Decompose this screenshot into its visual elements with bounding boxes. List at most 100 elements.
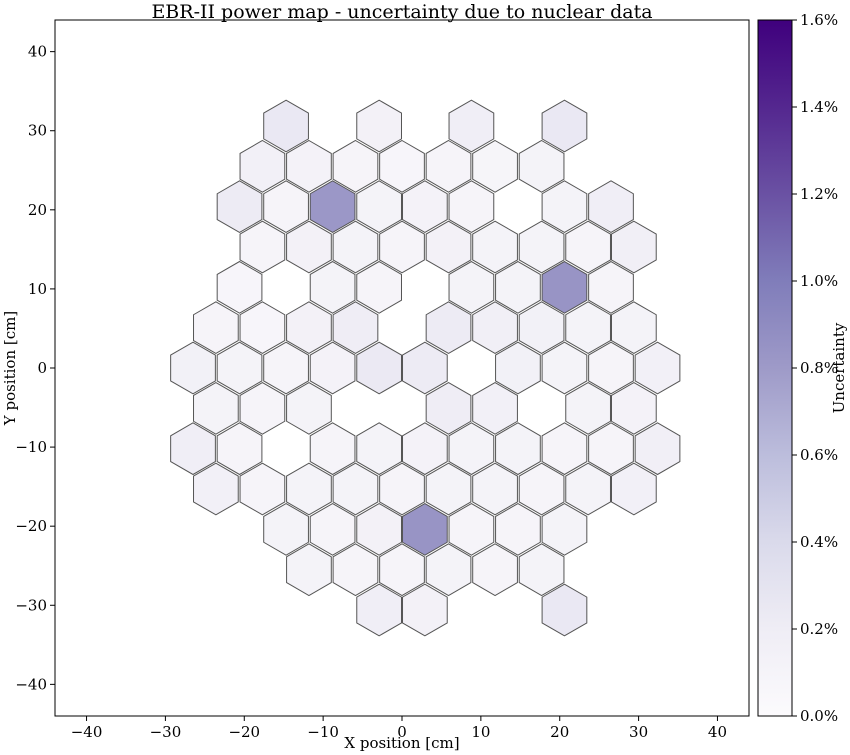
hex-cell xyxy=(565,220,611,274)
y-axis-label: Y position [cm] xyxy=(1,311,19,426)
hex-cell xyxy=(588,260,634,314)
hex-cell xyxy=(495,260,541,314)
hex-cell xyxy=(518,139,565,193)
hex-cell xyxy=(356,260,402,314)
hex-cell xyxy=(495,422,541,476)
hex-cell xyxy=(309,260,356,314)
colorbar-tick-label: 1.4% xyxy=(800,98,838,116)
x-tick-label: 10 xyxy=(471,723,490,741)
hex-cell xyxy=(448,180,495,234)
x-axis: −40 −30 −20 −10 0 10 20 30 40 xyxy=(71,716,727,741)
y-tick-label: 20 xyxy=(28,201,47,219)
x-tick-label: 0 xyxy=(397,723,407,741)
hex-cell xyxy=(472,220,518,274)
colorbar-tick-label: 0.4% xyxy=(800,533,838,551)
hex-cell xyxy=(588,180,634,234)
hex-cell xyxy=(309,422,356,476)
colorbar-tick-label: 1.2% xyxy=(800,185,838,203)
y-tick-label: −40 xyxy=(15,675,47,693)
x-tick-label: 20 xyxy=(550,723,569,741)
hex-cell xyxy=(472,543,518,597)
hex-cell xyxy=(448,99,495,153)
hex-cell xyxy=(286,301,332,355)
hex-cell xyxy=(286,381,332,435)
hex-cell xyxy=(239,220,286,274)
x-tick-label: −20 xyxy=(228,723,260,741)
hex-cell xyxy=(332,462,379,516)
hex-cell xyxy=(193,301,239,355)
hex-cell xyxy=(425,220,472,274)
hex-cell xyxy=(448,502,495,556)
hex-cell xyxy=(286,462,332,516)
hex-cell xyxy=(611,220,657,274)
hex-cell xyxy=(495,341,541,395)
hex-cell xyxy=(332,301,379,355)
hex-cell xyxy=(356,341,402,395)
hex-cell xyxy=(472,139,518,193)
hex-cell xyxy=(402,341,448,395)
hex-cell xyxy=(239,301,286,355)
hex-cell xyxy=(541,260,588,314)
colorbar-tick-label: 0.0% xyxy=(800,707,838,725)
hex-cell xyxy=(472,462,518,516)
hex-cell xyxy=(216,180,263,234)
hex-cell xyxy=(448,422,495,476)
hex-cell xyxy=(263,180,309,234)
hex-cell xyxy=(309,341,356,395)
hex-cell xyxy=(541,180,588,234)
hex-cell xyxy=(379,462,425,516)
hex-cell xyxy=(216,422,263,476)
y-tick-label: −10 xyxy=(15,438,47,456)
hex-cell xyxy=(239,139,286,193)
y-tick-label: −20 xyxy=(15,517,47,535)
hex-cell xyxy=(634,422,681,476)
y-tick-label: 30 xyxy=(28,122,47,140)
hex-cell xyxy=(170,422,216,476)
colorbar-tick-label: 1.0% xyxy=(800,272,838,290)
hex-cell xyxy=(541,422,588,476)
x-axis-label: X position [cm] xyxy=(344,734,459,752)
hex-cell xyxy=(541,99,588,153)
y-tick-label: 40 xyxy=(28,43,47,61)
hex-cell xyxy=(402,422,448,476)
hex-cell xyxy=(518,220,565,274)
hex-cell xyxy=(379,139,425,193)
hex-cell xyxy=(472,381,518,435)
colorbar-axis: 0.0% 0.2% 0.4% 0.6% 0.8% 1.0% 1.2% 1.4% 1.6% xyxy=(792,11,838,725)
colorbar-tick-label: 1.6% xyxy=(800,11,838,29)
hex-cell xyxy=(518,301,565,355)
hex-cell xyxy=(448,260,495,314)
chart-title: EBR-II power map - uncertainty due to nu… xyxy=(151,1,652,23)
hex-cell xyxy=(588,422,634,476)
x-tick-label: −30 xyxy=(150,723,182,741)
hex-cell xyxy=(611,301,657,355)
x-tick-label: −10 xyxy=(307,723,339,741)
hex-cell xyxy=(518,543,565,597)
hex-cell xyxy=(216,260,263,314)
hex-cell xyxy=(356,99,402,153)
hex-cell xyxy=(402,583,448,637)
y-tick-label: −30 xyxy=(15,596,47,614)
hex-cell xyxy=(588,341,634,395)
hex-cell xyxy=(216,341,263,395)
hex-cell xyxy=(356,180,402,234)
hex-cell xyxy=(611,381,657,435)
hex-cell xyxy=(634,341,681,395)
hex-cell xyxy=(356,502,402,556)
hex-cell xyxy=(332,139,379,193)
hex-cell xyxy=(541,502,588,556)
hex-cell xyxy=(565,381,611,435)
hex-cell xyxy=(541,341,588,395)
hex-cell xyxy=(239,381,286,435)
colorbar-tick-label: 0.6% xyxy=(800,446,838,464)
hex-cell xyxy=(425,139,472,193)
hex-cell xyxy=(263,502,309,556)
hex-cell xyxy=(472,301,518,355)
hex-cells xyxy=(170,99,681,637)
y-tick-label: 0 xyxy=(37,359,47,377)
colorbar-tick-label: 0.2% xyxy=(800,620,838,638)
hex-cell xyxy=(402,502,448,556)
hex-cell xyxy=(286,543,332,597)
hex-cell xyxy=(286,220,332,274)
